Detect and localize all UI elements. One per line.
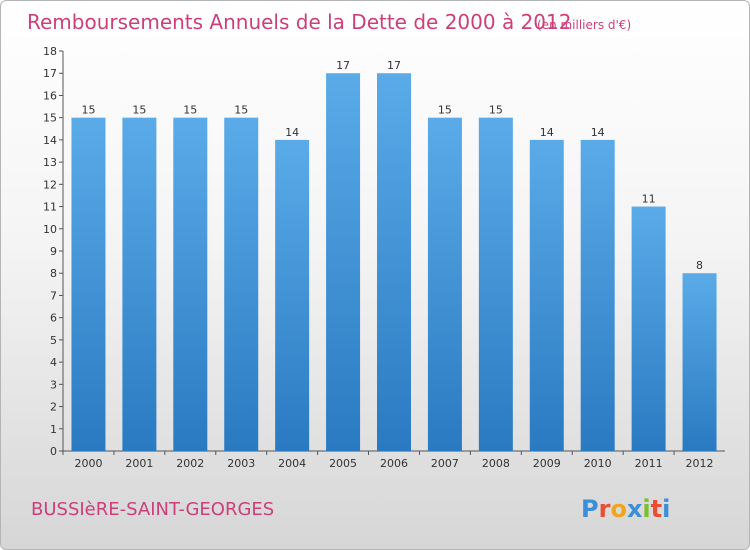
bar-value-label: 11: [642, 193, 656, 206]
y-tick-label: 13: [43, 156, 57, 169]
bar-value-label: 15: [489, 104, 503, 117]
y-tick-label: 16: [43, 89, 57, 102]
y-tick-label: 17: [43, 67, 57, 80]
x-tick-label: 2000: [74, 457, 102, 470]
bar: [631, 206, 666, 451]
x-tick-label: 2009: [533, 457, 561, 470]
bar: [478, 117, 513, 452]
x-tick-label: 2010: [584, 457, 612, 470]
y-tick-label: 4: [50, 356, 57, 369]
y-tick-label: 7: [50, 289, 57, 302]
bar-value-label: 17: [336, 59, 350, 72]
x-tick-label: 2007: [431, 457, 459, 470]
location-name: BUSSIèRE-SAINT-GEORGES: [31, 499, 274, 520]
x-tick-label: 2012: [686, 457, 714, 470]
bar-value-label: 15: [438, 104, 452, 117]
bar-value-label: 14: [591, 126, 605, 139]
y-tick-label: 8: [50, 267, 57, 280]
bar-value-label: 15: [81, 104, 95, 117]
y-tick-label: 18: [43, 45, 57, 58]
bars-group: 15 15 15 15 14 17 17 15 15 14 14 11 8: [71, 59, 717, 452]
y-tick-label: 10: [43, 223, 57, 236]
y-tick-label: 1: [50, 423, 57, 436]
bar: [326, 73, 361, 451]
bar: [71, 117, 106, 452]
y-tick-label: 6: [50, 312, 57, 325]
x-tick-label: 2005: [329, 457, 357, 470]
x-tick-label: 2002: [176, 457, 204, 470]
proxiti-logo: Proxiti: [581, 495, 670, 523]
x-tick-label: 2001: [125, 457, 153, 470]
bar-value-label: 14: [540, 126, 554, 139]
x-tick-label: 2008: [482, 457, 510, 470]
y-tick-label: 11: [43, 201, 57, 214]
bar-value-label: 15: [234, 104, 248, 117]
bar-value-label: 15: [183, 104, 197, 117]
bar-value-label: 15: [132, 104, 146, 117]
y-tick-label: 0: [50, 445, 57, 458]
bar: [275, 139, 310, 451]
y-tick-label: 3: [50, 378, 57, 391]
bar: [173, 117, 208, 452]
y-tick-label: 2: [50, 401, 57, 414]
bar: [529, 139, 564, 451]
bar-value-label: 14: [285, 126, 299, 139]
y-tick-label: 14: [43, 134, 57, 147]
bar: [580, 139, 615, 451]
bar: [427, 117, 462, 452]
y-tick-label: 12: [43, 178, 57, 191]
bar-value-label: 8: [696, 259, 703, 272]
bar: [122, 117, 157, 452]
x-tick-label: 2011: [635, 457, 663, 470]
chart-title: Remboursements Annuels de la Dette de 20…: [27, 10, 571, 34]
x-tick-label: 2003: [227, 457, 255, 470]
x-tick-label: 2006: [380, 457, 408, 470]
y-tick-label: 15: [43, 112, 57, 125]
bar: [377, 73, 411, 451]
chart-subtitle: (en milliers d'€): [537, 18, 631, 32]
x-tick-label: 2004: [278, 457, 306, 470]
y-tick-label: 9: [50, 245, 57, 258]
bar: [224, 117, 259, 452]
bar: [682, 273, 717, 451]
bar-value-label: 17: [387, 59, 401, 72]
y-tick-label: 5: [50, 334, 57, 347]
